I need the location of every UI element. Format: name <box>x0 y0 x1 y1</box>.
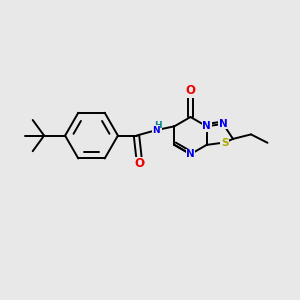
Text: H: H <box>154 121 162 130</box>
Text: N: N <box>202 121 211 131</box>
Text: N: N <box>152 126 160 135</box>
Text: O: O <box>134 157 144 170</box>
Text: N: N <box>152 126 160 135</box>
Text: O: O <box>185 84 196 97</box>
Text: H: H <box>154 121 162 130</box>
Text: N: N <box>186 149 195 159</box>
Text: S: S <box>221 137 228 148</box>
Text: O: O <box>134 157 144 170</box>
Text: N: N <box>219 119 227 129</box>
